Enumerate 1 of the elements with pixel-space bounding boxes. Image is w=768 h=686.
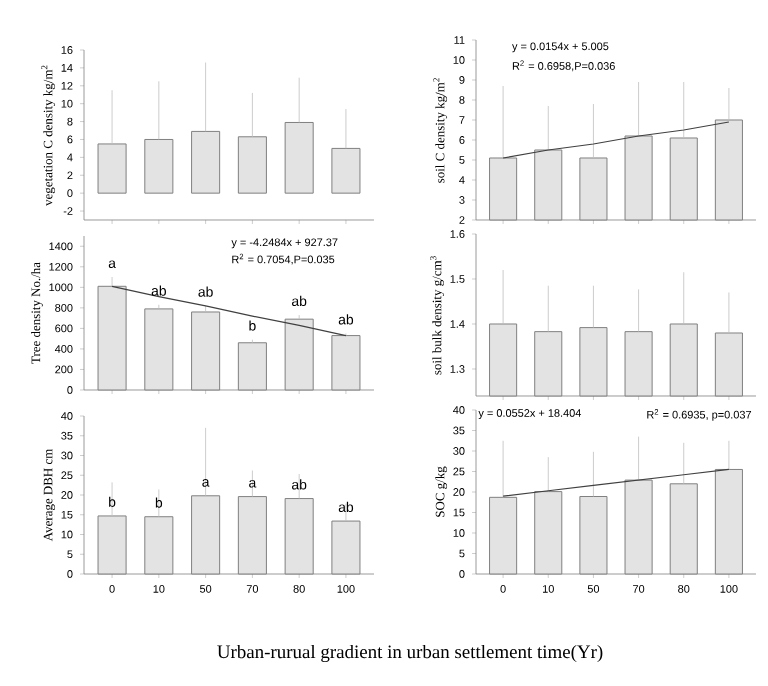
x-axis-title: Urban-rurual gradient in urban settlement time(Yr) <box>217 644 603 663</box>
